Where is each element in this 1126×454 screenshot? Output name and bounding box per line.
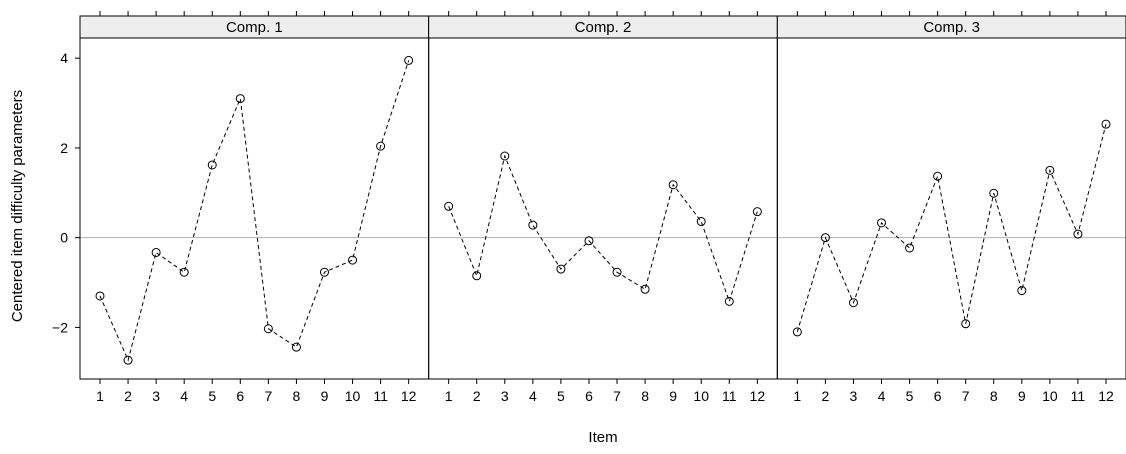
x-tick-label: 7 [264, 388, 272, 404]
y-tick-label: 2 [60, 140, 68, 156]
x-tick-label: 8 [990, 388, 998, 404]
series-line [99, 60, 410, 362]
data-point [556, 264, 566, 274]
x-tick-label: 5 [208, 388, 216, 404]
panel-frame [776, 37, 1126, 380]
data-point [1045, 165, 1055, 175]
x-tick-label: 12 [1098, 388, 1114, 404]
x-tick-label: 3 [850, 388, 858, 404]
data-point [528, 220, 538, 230]
x-tick-label: 3 [152, 388, 160, 404]
x-axis-label: Item [588, 429, 617, 446]
panel-strip-label: Comp. 2 [575, 19, 632, 36]
x-tick-label: 10 [1042, 388, 1058, 404]
x-tick-label: 4 [180, 388, 188, 404]
x-tick-label: 4 [529, 388, 537, 404]
series-line [796, 123, 1107, 333]
x-tick-label: 7 [613, 388, 621, 404]
data-point [848, 298, 858, 308]
data-point [235, 94, 245, 104]
x-tick-label: 11 [1071, 388, 1086, 404]
data-point [905, 243, 915, 253]
panel-2: Comp. 21 2 3 4 5 6 7 8 9 10 11 12 [428, 11, 778, 404]
data-point [640, 284, 650, 294]
x-tick-label: 8 [293, 388, 301, 404]
x-tick-label: 8 [641, 388, 649, 404]
data-point [612, 267, 622, 277]
x-tick-label: 2 [124, 388, 132, 404]
x-tick-label: 6 [934, 388, 942, 404]
data-point [444, 201, 454, 211]
x-tick-label: 5 [906, 388, 914, 404]
panel-3: Comp. 31 2 3 4 5 6 7 8 9 10 11 12 [776, 11, 1126, 404]
x-tick-label: 6 [236, 388, 244, 404]
data-point [1017, 286, 1027, 296]
y-axis-label: Centered item difficulty parameters [9, 90, 26, 322]
data-point [95, 291, 105, 301]
x-tick-label: 3 [501, 388, 509, 404]
data-point [752, 207, 762, 217]
x-tick-label: 6 [585, 388, 593, 404]
x-tick-label: 4 [878, 388, 886, 404]
data-point [877, 218, 887, 228]
panel-strip-label: Comp. 1 [226, 19, 283, 36]
data-point [263, 324, 273, 334]
x-tick-label: 1 [445, 388, 453, 404]
y-tick-label: 4 [60, 50, 68, 66]
x-tick-label: 10 [345, 388, 361, 404]
data-point [961, 319, 971, 329]
data-point [792, 327, 802, 337]
data-point [668, 180, 678, 190]
data-point [696, 217, 706, 227]
x-tick-label: 11 [722, 388, 737, 404]
data-point [404, 55, 414, 65]
data-point [376, 141, 386, 151]
x-tick-label: 10 [693, 388, 709, 404]
x-tick-label: 1 [793, 388, 801, 404]
data-point [933, 171, 943, 181]
panel-1: Comp. 11 2 3 4 5 6 7 8 9 10 11 12 [79, 11, 430, 404]
data-point [1101, 119, 1111, 129]
data-point [179, 267, 189, 277]
data-point [989, 188, 999, 198]
data-point [584, 236, 594, 246]
data-point [151, 247, 161, 257]
data-point [348, 255, 358, 265]
y-tick-label: −2 [52, 319, 68, 335]
x-tick-label: 12 [750, 388, 766, 404]
panel-frame [428, 37, 778, 380]
x-tick-label: 5 [557, 388, 565, 404]
x-tick-label: 1 [96, 388, 104, 404]
data-point [291, 342, 301, 352]
data-point [319, 267, 329, 277]
x-tick-label: 12 [401, 388, 417, 404]
data-point [500, 151, 510, 161]
x-tick-label: 9 [669, 388, 677, 404]
data-point [820, 233, 830, 243]
y-tick-label: 0 [60, 230, 68, 246]
x-tick-label: 9 [1018, 388, 1026, 404]
x-tick-label: 11 [373, 388, 388, 404]
data-point [472, 271, 482, 281]
data-point [207, 160, 217, 170]
data-point [724, 296, 734, 306]
x-tick-label: 9 [321, 388, 329, 404]
x-tick-label: 7 [962, 388, 970, 404]
panel-frame [79, 37, 430, 380]
series-line [448, 154, 758, 303]
x-tick-label: 2 [473, 388, 481, 404]
data-point [1073, 229, 1083, 239]
x-tick-label: 2 [821, 388, 829, 404]
data-point [123, 355, 133, 365]
panel-strip-label: Comp. 3 [923, 19, 980, 36]
